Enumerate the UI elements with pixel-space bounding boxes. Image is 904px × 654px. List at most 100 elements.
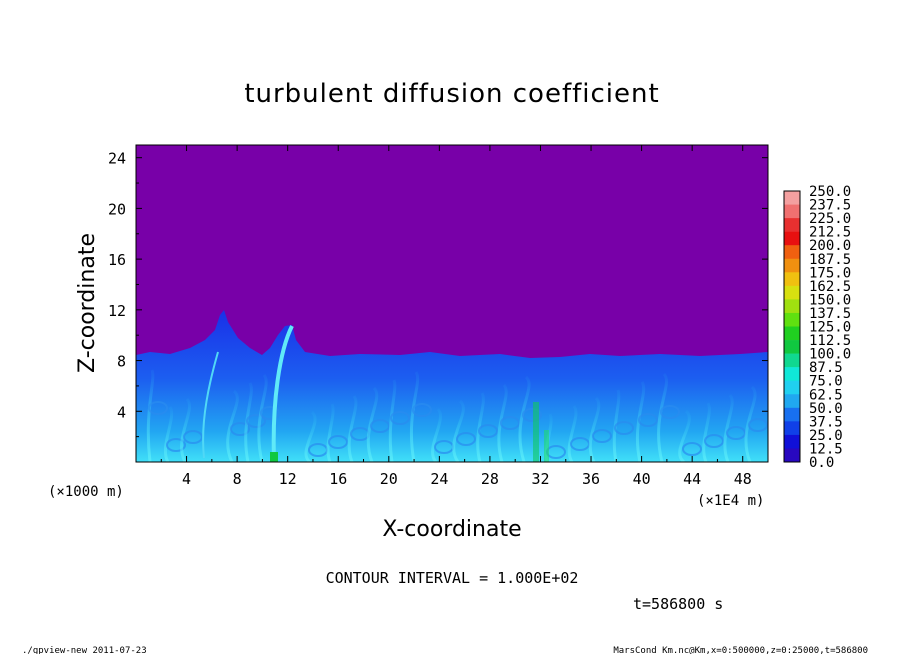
turbulent-layer (136, 310, 768, 462)
streak (723, 393, 734, 462)
colorbar-swatch (784, 258, 800, 273)
surface-high-1 (270, 452, 278, 462)
colorbar-swatch (784, 421, 800, 436)
x-tick-label: 8 (233, 470, 242, 488)
colorbar-swatch (784, 448, 800, 463)
eddy (456, 432, 476, 446)
colorbar-label: 25.0 (809, 428, 843, 444)
streak (497, 383, 508, 462)
eddy (478, 424, 498, 438)
streak (588, 396, 601, 462)
x-axis-label: X-coordinate (382, 517, 521, 542)
eddy (682, 442, 702, 456)
y-axis: 4 8 12 16 20 24 (108, 150, 768, 438)
plot-area (136, 145, 768, 462)
x-tick-label: 44 (683, 470, 701, 488)
colorbar-swatch (784, 299, 800, 314)
colorbar-swatch (784, 191, 800, 205)
colorbar-swatch (784, 231, 800, 246)
surface-high-3 (544, 430, 549, 462)
eddy (660, 405, 680, 419)
colorbar-swatch (784, 285, 800, 300)
y-tick-label: 24 (108, 150, 126, 168)
streak (612, 389, 621, 462)
colorbar-label: 12.5 (809, 441, 843, 457)
streak (567, 405, 578, 462)
y-tick-label: 8 (117, 353, 126, 371)
streak (163, 406, 174, 462)
colorbar: 250.0237.5225.0212.5200.0187.5175.0162.5… (783, 184, 851, 471)
colorbar-label: 225.0 (809, 211, 851, 227)
x-tick-label: 16 (329, 470, 347, 488)
y-axis-label: Z-coordinate (75, 233, 100, 373)
streak (657, 372, 668, 462)
colorbar-label: 62.5 (809, 387, 843, 403)
eddy (183, 430, 203, 444)
colorbar-swatch (784, 407, 800, 422)
streak (244, 382, 253, 462)
colorbar-swatch (784, 394, 800, 409)
colorbar-swatch (784, 340, 800, 354)
streak (431, 407, 442, 462)
eddy (246, 414, 266, 428)
x-tick-label: 36 (582, 470, 600, 488)
contour-interval: CONTOUR INTERVAL = 1.000E+02 (326, 569, 579, 587)
colorbar-label: 212.5 (809, 225, 851, 241)
footer-left: ./gpview-new 2011-07-23 (22, 646, 147, 654)
eddy (522, 408, 542, 422)
streak (678, 409, 691, 462)
colorbar-label: 187.5 (809, 252, 851, 268)
streak (146, 369, 155, 462)
eddy (230, 422, 250, 436)
y-tick-label: 4 (117, 403, 126, 421)
turbulence-streaks (146, 369, 768, 462)
y-tick-label: 12 (108, 302, 126, 320)
colorbar-label: 162.5 (809, 279, 851, 295)
x-tick-label: 48 (734, 470, 752, 488)
streak (257, 373, 268, 462)
streak (326, 403, 335, 462)
y-tick-label: 20 (108, 200, 126, 218)
streak (409, 371, 420, 462)
chart-title: turbulent diffusion coefficient (244, 79, 659, 109)
eddy (370, 419, 390, 433)
streak (635, 381, 646, 462)
colorbar-swatch (784, 272, 800, 287)
streak (476, 392, 485, 462)
colorbar-swatch (784, 218, 800, 232)
colorbar-swatch (784, 326, 800, 341)
eddy (614, 421, 634, 435)
plume-edge-2 (202, 351, 219, 459)
time-label: t=586800 s (633, 595, 723, 613)
x-tick-label: 24 (430, 470, 448, 488)
eddy (412, 403, 432, 417)
colorbar-frame (783, 190, 801, 463)
x-tick-label: 4 (182, 470, 191, 488)
streak (702, 402, 711, 462)
streak (518, 375, 531, 462)
colorbar-swatch (784, 245, 800, 260)
colorbar-label: 112.5 (809, 333, 851, 349)
x-tick-label: 20 (380, 470, 398, 488)
colorbar-label: 200.0 (809, 238, 851, 254)
y-tick-label: 16 (108, 251, 126, 269)
x-unit-right: (×1E4 m) (697, 493, 764, 509)
colorbar-swatch (784, 204, 800, 219)
eddy (390, 411, 410, 425)
eddy (500, 416, 520, 430)
colorbar-swatch (784, 380, 800, 395)
colorbar-swatch (784, 434, 800, 449)
plume-edge (271, 325, 294, 461)
streak (744, 385, 757, 462)
colorbar-label: 50.0 (809, 401, 843, 417)
eddy (704, 434, 724, 448)
surface-high-2 (533, 402, 539, 462)
x-tick-label: 28 (481, 470, 499, 488)
eddy (748, 418, 768, 432)
x-tick-label: 12 (279, 470, 297, 488)
streak (226, 389, 239, 462)
colorbar-label: 137.5 (809, 306, 851, 322)
colorbar-label: 250.0 (809, 184, 851, 200)
streak (388, 379, 397, 462)
colorbar-swatch (784, 312, 800, 327)
